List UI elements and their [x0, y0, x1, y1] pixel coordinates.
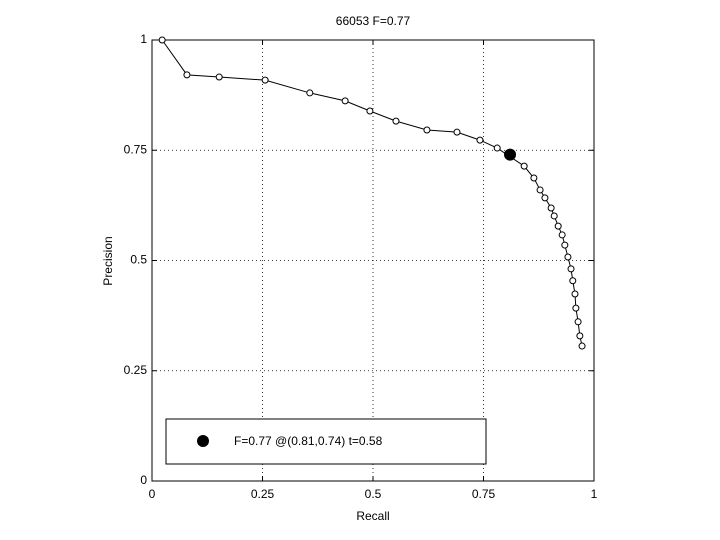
pr-point	[574, 318, 582, 326]
y-tick-label: 1	[140, 32, 147, 46]
pr-point	[306, 89, 314, 97]
pr-point	[576, 332, 584, 340]
pr-point	[558, 231, 566, 239]
plot-frame	[151, 39, 595, 482]
pr-point	[520, 162, 528, 170]
pr-point	[541, 194, 549, 202]
x-tick-label: 0.5	[365, 487, 382, 501]
pr-point	[550, 212, 558, 220]
pr-point	[453, 128, 461, 136]
pr-point	[183, 71, 191, 79]
legend-box	[165, 418, 487, 465]
x-tick-label: 0	[149, 487, 156, 501]
pr-point	[578, 342, 586, 350]
x-axis-label: Recall	[356, 509, 389, 523]
y-tick-label: 0.25	[124, 363, 148, 377]
y-tick-label: 0.75	[124, 142, 148, 156]
legend-marker	[197, 435, 209, 447]
pr-point	[536, 186, 544, 194]
y-axis-label: Precision	[101, 236, 115, 285]
pr-point	[564, 253, 572, 261]
pr-point	[476, 136, 484, 144]
pr-point	[423, 126, 431, 134]
pr-point	[547, 204, 555, 212]
pr-point	[561, 241, 569, 249]
x-tick-label: 0.25	[251, 487, 275, 501]
legend-label: F=0.77 @(0.81,0.74) t=0.58	[234, 434, 383, 448]
pr-point	[554, 222, 562, 230]
pr-point	[215, 73, 223, 81]
pr-point	[493, 144, 501, 152]
pr-point	[341, 97, 349, 105]
chart-title: 66053 F=0.77	[336, 14, 411, 28]
pr-point	[158, 36, 166, 44]
pr-point	[530, 174, 538, 182]
pr-point	[572, 304, 580, 312]
pr-point	[571, 290, 579, 298]
best-point	[504, 148, 517, 161]
x-tick-label: 1	[591, 487, 598, 501]
pr-point	[567, 265, 575, 273]
x-tick-label: 0.75	[472, 487, 496, 501]
pr-point	[261, 76, 269, 84]
y-tick-label: 0	[140, 473, 147, 487]
y-tick-label: 0.5	[130, 253, 147, 267]
pr-point	[366, 107, 374, 115]
pr-point	[392, 117, 400, 125]
pr-point	[569, 277, 577, 285]
